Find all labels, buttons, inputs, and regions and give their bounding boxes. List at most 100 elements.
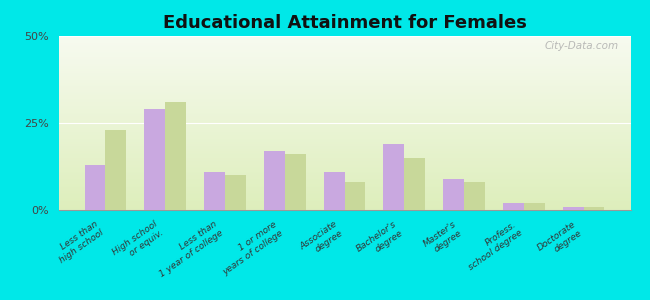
Bar bbox=[58, 194, 630, 196]
Bar bbox=[58, 71, 630, 73]
Title: Educational Attainment for Females: Educational Attainment for Females bbox=[162, 14, 526, 32]
Bar bbox=[58, 97, 630, 99]
Bar bbox=[58, 76, 630, 78]
Bar bbox=[563, 206, 584, 210]
Bar bbox=[58, 168, 630, 170]
Bar bbox=[264, 151, 285, 210]
Bar bbox=[58, 73, 630, 74]
Bar bbox=[58, 128, 630, 130]
Bar bbox=[58, 201, 630, 203]
Bar bbox=[58, 154, 630, 156]
Bar bbox=[58, 146, 630, 147]
Bar bbox=[58, 40, 630, 41]
Bar bbox=[58, 149, 630, 151]
Bar bbox=[285, 154, 306, 210]
Bar bbox=[58, 170, 630, 172]
Bar bbox=[58, 119, 630, 121]
Bar bbox=[58, 55, 630, 57]
Bar bbox=[58, 41, 630, 43]
Bar bbox=[58, 58, 630, 60]
Bar bbox=[58, 57, 630, 58]
Bar bbox=[58, 172, 630, 173]
Bar bbox=[58, 158, 630, 160]
Bar bbox=[58, 95, 630, 97]
Bar bbox=[58, 135, 630, 137]
Bar bbox=[58, 74, 630, 76]
Bar bbox=[58, 48, 630, 50]
Bar bbox=[58, 85, 630, 86]
Bar bbox=[58, 123, 630, 125]
Bar bbox=[58, 186, 630, 188]
Bar bbox=[58, 200, 630, 201]
Bar bbox=[443, 179, 464, 210]
Bar bbox=[58, 198, 630, 200]
Bar bbox=[344, 182, 365, 210]
Bar bbox=[144, 109, 165, 210]
Bar bbox=[58, 78, 630, 80]
Bar bbox=[404, 158, 425, 210]
Bar bbox=[58, 118, 630, 119]
Bar bbox=[503, 203, 524, 210]
Bar bbox=[58, 53, 630, 55]
Bar bbox=[58, 182, 630, 184]
Bar bbox=[58, 139, 630, 140]
Bar bbox=[58, 100, 630, 102]
Bar bbox=[58, 189, 630, 191]
Bar bbox=[58, 90, 630, 92]
Bar bbox=[58, 83, 630, 85]
Bar bbox=[58, 144, 630, 146]
Bar bbox=[58, 92, 630, 93]
Bar bbox=[58, 99, 630, 100]
Bar bbox=[58, 188, 630, 189]
Bar bbox=[58, 93, 630, 95]
Bar bbox=[225, 175, 246, 210]
Bar bbox=[58, 69, 630, 71]
Bar bbox=[58, 66, 630, 67]
Bar bbox=[58, 121, 630, 123]
Bar bbox=[58, 153, 630, 154]
Bar bbox=[105, 130, 126, 210]
Bar bbox=[58, 184, 630, 186]
Bar bbox=[58, 106, 630, 107]
Bar bbox=[58, 147, 630, 149]
Bar bbox=[58, 88, 630, 90]
Bar bbox=[84, 165, 105, 210]
Bar bbox=[58, 36, 630, 38]
Bar bbox=[58, 196, 630, 198]
Bar bbox=[58, 205, 630, 206]
Bar bbox=[58, 208, 630, 210]
Bar bbox=[58, 130, 630, 132]
Bar bbox=[58, 52, 630, 53]
Bar bbox=[58, 125, 630, 127]
Bar bbox=[58, 111, 630, 112]
Bar bbox=[58, 43, 630, 45]
Bar bbox=[58, 107, 630, 109]
Bar bbox=[58, 165, 630, 167]
Bar bbox=[58, 81, 630, 83]
Bar bbox=[204, 172, 225, 210]
Bar bbox=[58, 175, 630, 177]
Bar bbox=[58, 46, 630, 48]
Bar bbox=[58, 112, 630, 114]
Bar bbox=[58, 167, 630, 168]
Bar bbox=[58, 179, 630, 180]
Bar bbox=[58, 86, 630, 88]
Bar bbox=[58, 177, 630, 179]
Bar bbox=[58, 109, 630, 111]
Bar bbox=[58, 102, 630, 104]
Bar bbox=[58, 163, 630, 165]
Bar bbox=[384, 144, 404, 210]
Bar bbox=[58, 161, 630, 163]
Bar bbox=[58, 156, 630, 158]
Bar bbox=[58, 45, 630, 46]
Bar bbox=[58, 38, 630, 40]
Bar bbox=[165, 102, 186, 210]
Bar bbox=[58, 203, 630, 205]
Bar bbox=[58, 80, 630, 81]
Bar bbox=[58, 60, 630, 62]
Bar bbox=[58, 142, 630, 144]
Bar bbox=[58, 127, 630, 128]
Bar bbox=[58, 64, 630, 66]
Bar bbox=[58, 180, 630, 182]
Bar bbox=[58, 140, 630, 142]
